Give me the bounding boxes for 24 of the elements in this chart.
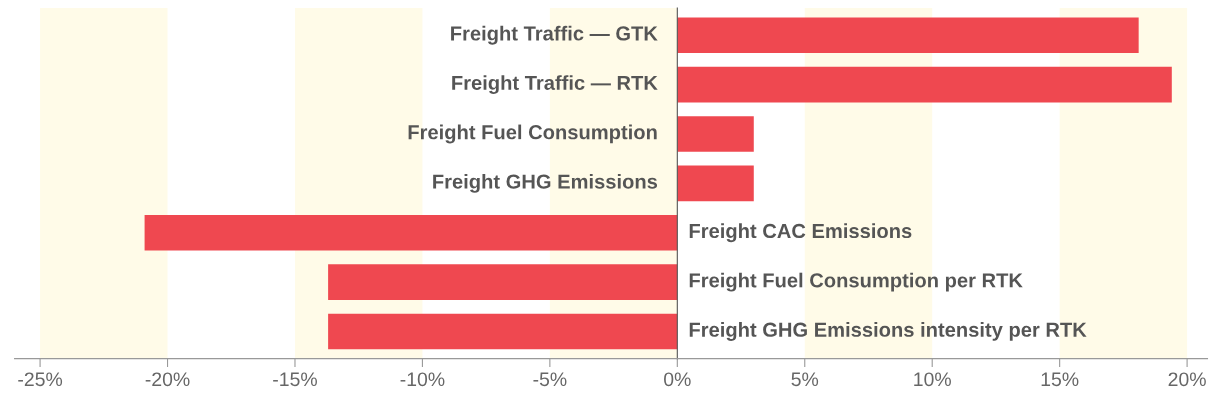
bar — [677, 17, 1139, 53]
x-tick-label: 20% — [1168, 372, 1206, 387]
x-tick-label: -25% — [18, 372, 63, 387]
bar — [677, 66, 1172, 103]
bar — [328, 264, 678, 300]
bar — [677, 165, 754, 202]
x-tick-label: -20% — [145, 372, 190, 387]
y-tick-label: Freight Fuel Consumption per RTK — [689, 272, 1023, 292]
bar — [677, 116, 754, 152]
y-tick-label: Freight Traffic — RTK — [452, 75, 658, 95]
x-tick-label: -10% — [400, 372, 445, 387]
bar — [144, 214, 678, 251]
x-tick-label: 15% — [1041, 372, 1079, 387]
y-tick-label: Freight CAC Emissions — [689, 223, 912, 243]
x-tick-label: 0% — [664, 372, 691, 387]
x-tick-label: 10% — [914, 372, 951, 387]
x-tick-label: 5% — [791, 372, 819, 387]
y-tick-label: Freight Fuel Consumption — [408, 124, 657, 144]
y-tick-label: Freight GHG Emissions intensity per RTK — [689, 322, 1087, 341]
bar — [328, 313, 678, 350]
y-tick-label: Freight Traffic — GTK — [451, 25, 658, 45]
y-tick-label: Freight GHG Emissions — [433, 173, 658, 193]
x-tick-label: -5% — [533, 372, 567, 387]
x-tick-label: -15% — [273, 372, 317, 387]
